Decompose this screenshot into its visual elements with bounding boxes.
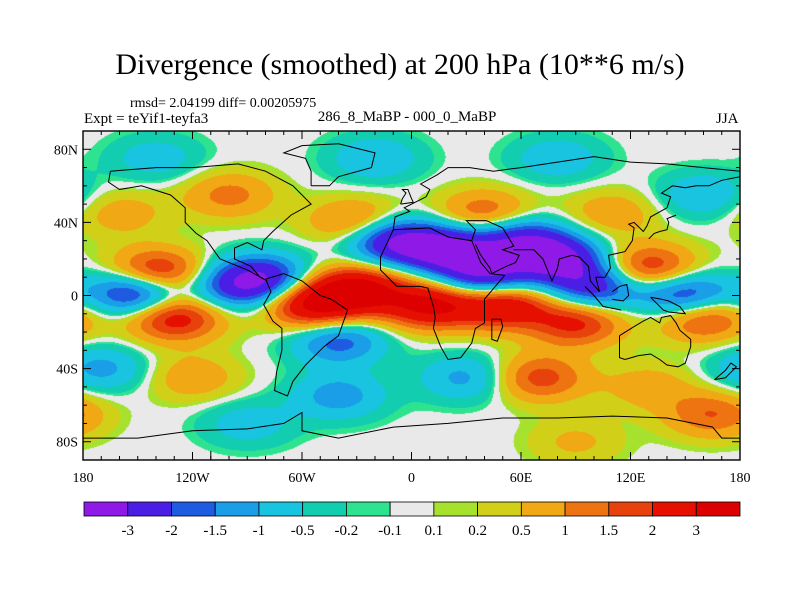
colorbar-swatch (127, 501, 172, 517)
coastline-segment (650, 296, 687, 315)
colorbar-label: -1 (253, 523, 266, 539)
subtitle: 286_8_MaBP - 000_0_MaBP (317, 109, 497, 125)
colorbar-swatch (652, 501, 697, 517)
coastline-segment (465, 220, 520, 275)
x-axis: 180 120W 60W 0 60E 120E 180 (73, 131, 751, 486)
x-tick-label: 180 (730, 471, 751, 486)
colorbar-label: 3 (693, 523, 701, 539)
colorbar-label: -3 (121, 523, 134, 539)
colorbar-swatch (171, 501, 216, 517)
colorbar-swatch (564, 501, 610, 517)
coastline-segment (513, 176, 740, 293)
colorbar-swatch (520, 501, 566, 517)
coastline-segment (619, 315, 692, 368)
coastline-segment (380, 227, 506, 361)
coastline-segment (392, 156, 740, 230)
colorbar-label: -0.5 (291, 523, 315, 539)
colorbar-label: 0.1 (424, 523, 443, 539)
coastlines (83, 143, 740, 460)
x-tick-label: 60W (288, 471, 316, 486)
colorbar-label: 0.5 (512, 523, 531, 539)
y-tick-label: 40N (54, 216, 78, 231)
stats-label: rmsd= 2.04199 diff= 0.00205975 (130, 96, 317, 111)
coastline-segment (263, 273, 349, 397)
coastline-segment (491, 318, 504, 342)
colorbar-label: 1 (561, 523, 569, 539)
y-tick-label: 80S (56, 436, 78, 451)
colorbar-label: -0.2 (335, 523, 359, 539)
y-tick-label: 0 (71, 290, 78, 305)
coastline-segment (282, 143, 376, 187)
colorbar-swatch (302, 501, 347, 517)
colorbar-label: -0.1 (378, 523, 402, 539)
colorbar-label: 2 (649, 523, 657, 539)
y-axis: 80N 40N 0 40S 80S (54, 143, 740, 451)
y-tick-label: 80N (54, 143, 78, 158)
colorbar-swatch (389, 501, 435, 517)
coastline-segment (612, 283, 630, 302)
colorbar-swatch (695, 501, 741, 517)
colorbar-label: 1.5 (599, 523, 618, 539)
colorbar-label: 0.2 (468, 523, 487, 539)
coastline-segment (400, 189, 415, 205)
coastline-segment (714, 362, 738, 381)
coastline-segment (648, 214, 677, 240)
divergence-field (83, 131, 740, 460)
x-tick-label: 60E (510, 471, 533, 486)
x-tick-label: 180 (73, 471, 94, 486)
colorbar: -3 -2 -1.5 -1 -0.5 -0.2 -0.1 0.1 0.2 0.5 1 1.5 2 3 (83, 501, 741, 539)
colorbar-swatch (345, 501, 391, 517)
chart-title: Divergence (smoothed) at 200 hPa (10**6 … (115, 48, 685, 81)
coastline-segment (584, 286, 622, 311)
x-tick-label: 0 (408, 471, 415, 486)
colorbar-swatch (433, 501, 479, 517)
x-tick-label: 120W (175, 471, 210, 486)
colorbar-swatch (83, 501, 129, 517)
colorbar-swatch (258, 501, 304, 517)
coastline-segment (107, 163, 312, 282)
y-tick-label: 40S (56, 363, 78, 378)
experiment-label: Expt = teYif1-teyfa3 (84, 111, 209, 127)
colorbar-label: -2 (165, 523, 178, 539)
colorbar-swatch (477, 501, 522, 517)
season-label: JJA (716, 111, 739, 127)
colorbar-swatch (608, 501, 653, 517)
coastline-segment (83, 411, 740, 439)
colorbar-label: -1.5 (203, 523, 227, 539)
colorbar-swatch (214, 501, 260, 517)
x-tick-label: 120E (616, 471, 646, 486)
